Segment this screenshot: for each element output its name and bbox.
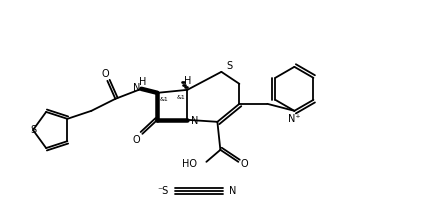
Text: ⁻S: ⁻S — [158, 186, 169, 196]
Text: N: N — [229, 186, 236, 196]
Text: N: N — [133, 83, 140, 93]
Text: H: H — [139, 77, 146, 87]
Text: H: H — [184, 76, 191, 86]
Text: S: S — [30, 125, 36, 135]
Text: &1: &1 — [160, 97, 169, 102]
Text: HO: HO — [182, 159, 197, 169]
Text: O: O — [102, 69, 109, 79]
Text: N: N — [191, 116, 199, 126]
Text: S: S — [226, 61, 232, 71]
Text: N⁺: N⁺ — [288, 114, 300, 124]
Text: &1: &1 — [177, 95, 186, 100]
Text: O: O — [133, 135, 140, 145]
Text: O: O — [241, 159, 248, 169]
